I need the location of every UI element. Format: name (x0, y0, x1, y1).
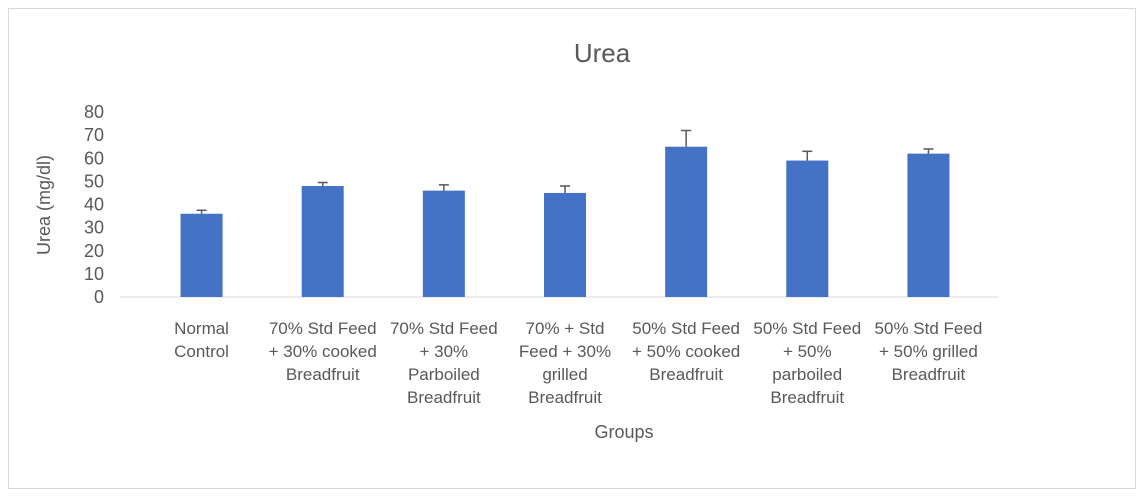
label-line: + 30% (420, 342, 469, 361)
label-line: 70% Std Feed (269, 319, 377, 338)
label-line: + 50% grilled (879, 342, 978, 361)
bar (180, 213, 223, 297)
label-line: 50% Std Feed (875, 319, 983, 338)
y-tick-label: 80 (84, 102, 104, 122)
label-line: Breadfruit (407, 388, 481, 407)
y-tick-label: 50 (84, 171, 104, 191)
y-tick-label: 30 (84, 218, 104, 238)
label-line: + 30% cooked (269, 342, 377, 361)
label-line: Breadfruit (649, 365, 723, 384)
y-tick-label: 0 (94, 287, 104, 307)
bar (544, 192, 586, 297)
error-bar (802, 150, 813, 161)
y-tick-label: 60 (84, 148, 104, 168)
label-line: Normal (174, 319, 229, 338)
bar (907, 153, 950, 297)
label-line: 70% + Std (526, 319, 605, 338)
label-line: grilled (542, 365, 587, 384)
chart-title: Urea (574, 38, 631, 68)
y-axis-label: Urea (mg/dl) (34, 155, 54, 255)
label-line: Control (174, 342, 229, 361)
y-tick-label: 10 (84, 264, 104, 284)
error-bar (438, 184, 449, 191)
x-tick-label: 70% Std Feed + 30% cooked Breadfruit (269, 319, 377, 384)
bar (301, 186, 344, 297)
y-tick-label: 20 (84, 241, 104, 261)
bar (665, 146, 708, 297)
error-bar (560, 185, 570, 193)
label-line: Breadfruit (528, 388, 602, 407)
y-tick-label: 70 (84, 125, 104, 145)
x-tick-label: 50% Std Feed + 50% cooked Breadfruit (632, 319, 740, 384)
x-tick-label: 50% Std Feed + 50% grilled Breadfruit (875, 319, 983, 384)
label-line: Parboiled (408, 365, 480, 384)
x-tick-label: 70% Std Feed + 30% Parboiled Breadfruit (390, 319, 498, 407)
label-line: + 50% (783, 342, 832, 361)
label-line: Breadfruit (286, 365, 360, 384)
x-tick-label: 70% + Std Feed + 30% grilled Breadfruit (519, 319, 611, 407)
x-axis-label: Groups (594, 422, 653, 442)
bar (422, 190, 465, 297)
error-bar (196, 209, 207, 214)
y-tick-label: 40 (84, 195, 104, 215)
label-line: + 50% cooked (632, 342, 740, 361)
error-bar (681, 129, 692, 147)
label-line: Breadfruit (892, 365, 966, 384)
label-line: 50% Std Feed (632, 319, 740, 338)
x-tick-label: Normal Control (174, 319, 229, 361)
label-line: Breadfruit (770, 388, 844, 407)
label-line: 70% Std Feed (390, 319, 498, 338)
label-line: Feed + 30% (519, 342, 611, 361)
x-tick-label: 50% Std Feed + 50% parboiled Breadfruit (753, 319, 861, 407)
label-line: parboiled (772, 365, 842, 384)
error-bar (923, 148, 934, 154)
bar (786, 160, 829, 297)
label-line: 50% Std Feed (753, 319, 861, 338)
error-bar (317, 181, 328, 186)
